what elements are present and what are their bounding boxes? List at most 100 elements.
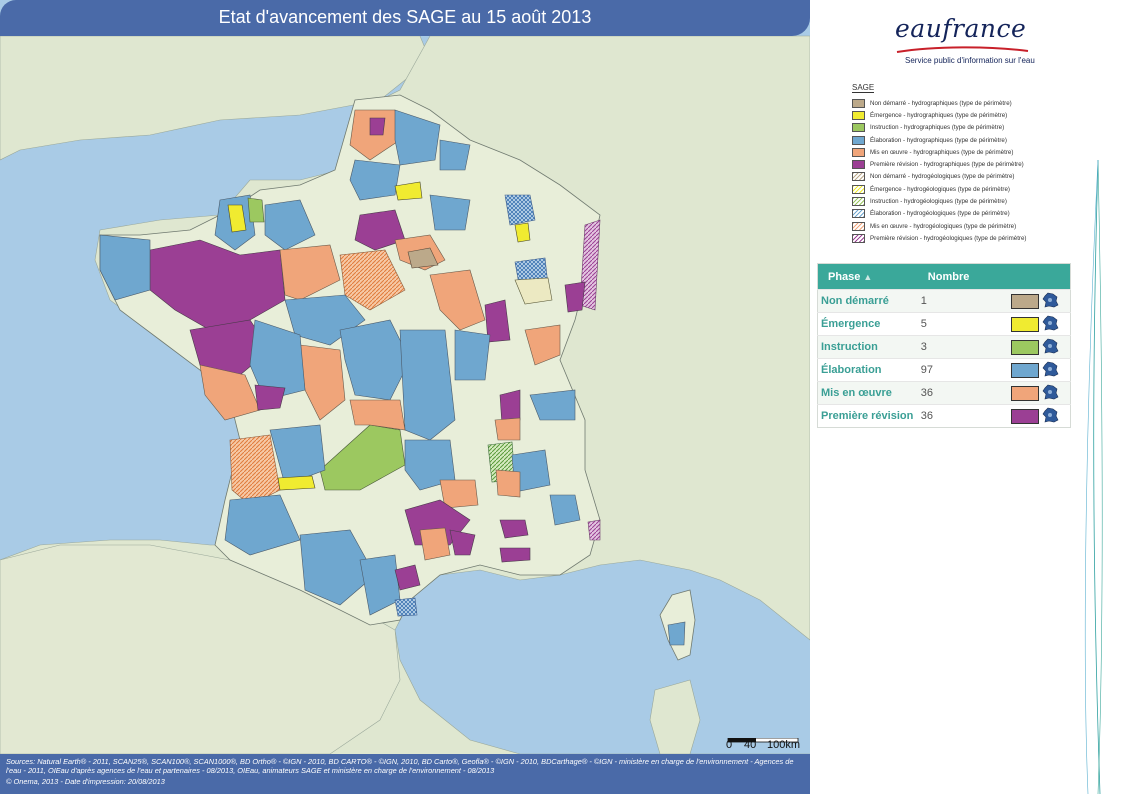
sage-emergence-landes[interactable] — [277, 475, 316, 491]
phase-swatch-cell — [1008, 404, 1040, 428]
legend-item: Instruction - hydrographiques (type de p… — [852, 122, 1052, 134]
sage-ain[interactable] — [529, 389, 576, 421]
sage-ill[interactable] — [564, 281, 586, 313]
phase-row[interactable]: Élaboration 97 — [817, 358, 1071, 382]
sage-lot[interactable] — [404, 439, 456, 491]
sage-vendee[interactable] — [199, 364, 261, 421]
sage-garonne[interactable] — [269, 424, 326, 486]
sage-hatched-nord-est[interactable] — [504, 194, 536, 226]
sage-instruction-normandie[interactable] — [247, 197, 265, 223]
france-map-icon[interactable] — [1042, 292, 1060, 308]
phase-row[interactable]: Instruction 3 — [817, 335, 1071, 359]
phase-row[interactable]: Mis en œuvre 36 — [817, 381, 1071, 405]
corsica-sage[interactable] — [667, 621, 686, 646]
phase-row[interactable]: Émergence 5 — [817, 312, 1071, 336]
france-map-icon[interactable] — [1042, 407, 1060, 423]
decorative-lines — [1084, 159, 1103, 794]
legend-swatch — [852, 209, 865, 219]
sage-nice-hatched[interactable] — [587, 519, 601, 541]
sage-orne[interactable] — [264, 199, 316, 251]
phase-row[interactable]: Première révision 36 — [817, 404, 1071, 428]
sage-aisne[interactable] — [429, 194, 471, 231]
france-map-icon[interactable] — [1042, 361, 1060, 377]
phase-map-cell[interactable] — [1039, 335, 1071, 359]
map-title: Etat d'avancement des SAGE au 15 août 20… — [218, 7, 592, 27]
legend-label: Instruction - hydrogéologiques (type de … — [870, 198, 1007, 206]
phase-map-cell[interactable] — [1039, 404, 1071, 428]
legend-label: Non démarré - hydrogéologiques (type de … — [870, 173, 1015, 181]
sage-non-demarre[interactable] — [407, 247, 439, 269]
legend-swatch — [852, 221, 865, 231]
sage-emergence-cotentin[interactable] — [227, 204, 247, 233]
sage-durance[interactable] — [499, 519, 529, 539]
sage-doubs[interactable] — [524, 324, 561, 366]
phase-map-cell[interactable] — [1039, 312, 1071, 336]
phase-column-header[interactable]: Phase ▲ — [817, 263, 918, 290]
sage-alsace-hatched[interactable] — [579, 219, 601, 311]
phase-count: 36 — [917, 381, 1009, 405]
sage-pyrenees[interactable] — [299, 529, 376, 606]
sage-seine-amont[interactable] — [429, 269, 486, 331]
phase-table: Phase ▲ Nombre Non démarré 1 Émergence 5 Inst… — [817, 263, 1071, 428]
sage-audomarois[interactable] — [369, 117, 386, 136]
sage-emergence-lorraine[interactable] — [514, 222, 531, 243]
sage-escaut[interactable] — [394, 109, 441, 166]
sage-sambre[interactable] — [439, 139, 471, 171]
phase-map-cell[interactable] — [1039, 358, 1071, 382]
legend-swatch — [852, 172, 865, 182]
france-map-icon[interactable] — [1042, 384, 1060, 400]
sage-allier[interactable] — [399, 329, 456, 441]
sage-bretagne-revision[interactable] — [149, 239, 286, 331]
sage-var[interactable] — [499, 547, 531, 563]
title-bar: Etat d'avancement des SAGE au 15 août 20… — [0, 0, 810, 36]
sage-roussillon-hatched[interactable] — [394, 597, 418, 617]
legend-item: Mis en œuvre - hydrogéologiques (type de… — [852, 220, 1052, 232]
map-canvas[interactable] — [0, 0, 810, 794]
sage-oise[interactable] — [349, 159, 401, 201]
map-panel[interactable]: Etat d'avancement des SAGE au 15 août 20… — [0, 0, 810, 794]
sage-beauce-hatched[interactable] — [339, 249, 406, 311]
phase-name[interactable]: Non démarré — [817, 289, 918, 313]
sage-emergence-oise[interactable] — [394, 181, 423, 201]
phase-name[interactable]: Élaboration — [817, 358, 918, 382]
sage-saone[interactable] — [484, 299, 511, 343]
nombre-column-header[interactable]: Nombre — [917, 263, 1071, 290]
france-map-icon[interactable] — [1042, 338, 1060, 354]
phase-name[interactable]: Émergence — [817, 312, 918, 336]
phase-color-swatch — [1011, 385, 1040, 401]
sage-bourgogne[interactable] — [454, 329, 491, 381]
sage-finistere[interactable] — [99, 234, 151, 301]
sage-nappe-vosges[interactable] — [514, 277, 553, 305]
sage-isere[interactable] — [494, 417, 521, 441]
sage-orb[interactable] — [419, 527, 451, 561]
sage-vidourle[interactable] — [449, 529, 476, 556]
legend-swatch — [852, 135, 865, 145]
phase-name[interactable]: Première révision — [817, 404, 918, 428]
france-map-icon[interactable] — [1042, 315, 1060, 331]
sage-ile-de-france[interactable] — [354, 209, 406, 251]
logo-tagline: Service public d'information sur l'eau — [905, 56, 1035, 65]
sage-adour[interactable] — [224, 494, 301, 556]
phase-color-swatch — [1011, 316, 1040, 332]
phase-swatch-cell — [1008, 312, 1040, 336]
phase-swatch-cell — [1008, 289, 1040, 313]
sage-etang-thau[interactable] — [394, 564, 421, 591]
sage-verdon[interactable] — [549, 494, 581, 526]
sage-sevre-niortaise[interactable] — [254, 384, 286, 411]
eaufrance-logo[interactable]: eaufrance Service public d'information s… — [895, 14, 1035, 65]
sage-tarn[interactable] — [439, 479, 479, 509]
phase-swatch-cell — [1008, 358, 1040, 382]
sage-limousin[interactable] — [349, 399, 406, 431]
sage-poitou[interactable] — [249, 319, 306, 401]
sage-sarthe[interactable] — [279, 244, 341, 301]
legend-item: Élaboration - hydrogéologiques (type de … — [852, 208, 1052, 220]
phase-map-cell[interactable] — [1039, 289, 1071, 313]
phase-name[interactable]: Mis en œuvre — [817, 381, 918, 405]
phase-row[interactable]: Non démarré 1 — [817, 289, 1071, 313]
phase-name[interactable]: Instruction — [817, 335, 918, 359]
phase-count: 36 — [917, 404, 1009, 428]
phase-map-cell[interactable] — [1039, 381, 1071, 405]
legend-swatch — [852, 160, 865, 170]
sort-up-icon[interactable]: ▲ — [863, 271, 873, 282]
sage-ardeche[interactable] — [495, 469, 521, 498]
